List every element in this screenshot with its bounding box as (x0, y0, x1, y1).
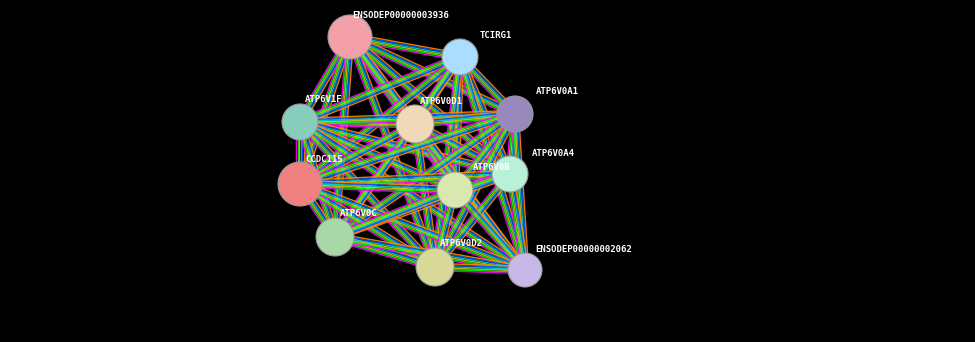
Text: ENSODEP00000003936: ENSODEP00000003936 (352, 11, 448, 20)
Circle shape (416, 248, 454, 286)
Circle shape (316, 218, 354, 256)
Circle shape (396, 105, 434, 143)
Text: ATP6V1F: ATP6V1F (305, 95, 342, 104)
Circle shape (442, 39, 478, 75)
Circle shape (508, 253, 542, 287)
Text: CCDC115: CCDC115 (305, 155, 342, 164)
Text: ATP6V0A1: ATP6V0A1 (536, 87, 579, 96)
Text: ATP6V0B: ATP6V0B (473, 163, 511, 172)
Circle shape (492, 156, 528, 192)
Text: ATP6V0C: ATP6V0C (340, 209, 377, 218)
Circle shape (497, 96, 533, 132)
Text: ATP6V0A4: ATP6V0A4 (532, 149, 575, 158)
Text: ENSODEP00000002062: ENSODEP00000002062 (535, 245, 632, 254)
Text: ATP6V0D1: ATP6V0D1 (420, 97, 463, 106)
Circle shape (328, 15, 372, 59)
Circle shape (437, 172, 473, 208)
Text: ATP6V0D2: ATP6V0D2 (440, 239, 483, 248)
Circle shape (282, 104, 318, 140)
Text: TCIRG1: TCIRG1 (480, 31, 512, 40)
Circle shape (278, 162, 322, 206)
